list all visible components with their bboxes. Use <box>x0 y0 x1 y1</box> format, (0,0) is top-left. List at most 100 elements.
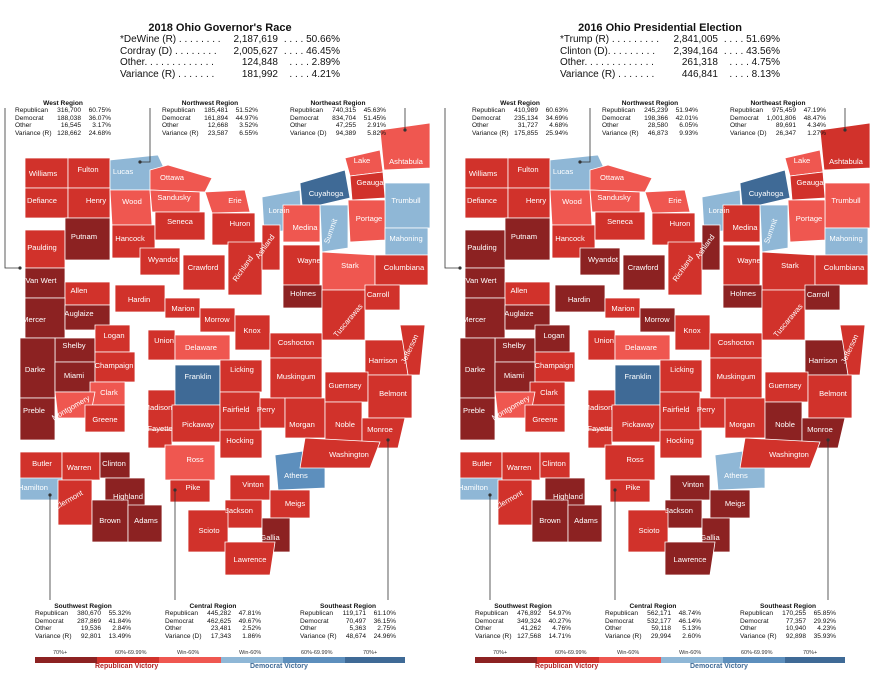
party-name: Democrat <box>35 617 64 625</box>
vote-percent: 2.84% <box>112 625 131 633</box>
party-name: Democrat <box>300 617 329 625</box>
vote-count: 245,239 <box>644 107 668 115</box>
party-name: Variance (R) <box>475 632 512 640</box>
leader-dot <box>578 160 582 164</box>
county-greene <box>524 404 566 433</box>
county-trumbull <box>384 182 431 229</box>
county-label: Williams <box>29 169 57 178</box>
leader-dot <box>403 128 407 132</box>
vote-count: 161,894 <box>204 114 228 122</box>
county-label: Butler <box>32 459 52 468</box>
region-stat-row: Democrat 77,357 29.92% <box>740 618 836 625</box>
region-stat-row: Democrat 188,038 36.07% <box>15 115 111 122</box>
region-stat-row: Variance (R) 128,662 24.68% <box>15 130 111 137</box>
vote-percent: 2.91% <box>367 122 386 130</box>
leader-dot <box>488 493 492 497</box>
county-adams <box>127 504 163 543</box>
county-seneca <box>594 211 646 241</box>
northeast-region-stats: Northeast Region Republican 740,315 45.63% D… <box>290 100 386 137</box>
county-label: Cuyahoga <box>309 189 344 198</box>
county-label: Crawford <box>628 263 659 272</box>
region-stat-row: Democrat 161,894 44.97% <box>162 115 258 122</box>
vote-percent: 60.63% <box>545 107 568 115</box>
region-stat-row: Republican 740,315 45.63% <box>290 107 386 114</box>
party-name: Republican <box>165 610 198 618</box>
county-label: Mercer <box>22 315 46 324</box>
region-title: Southwest Region <box>54 603 112 610</box>
county-label: Madison <box>584 403 613 412</box>
county-label: Pike <box>186 483 201 492</box>
county-label: Noble <box>775 420 795 429</box>
county-label: Wood <box>562 197 582 206</box>
county-preble <box>19 397 56 441</box>
vote-count: 92,801 <box>80 632 101 640</box>
vote-percent: 42.01% <box>675 114 698 122</box>
vote-percent: 46.14% <box>678 617 701 625</box>
vote-count: 23,481 <box>210 625 231 633</box>
legend-democrat-caption: Democrat Victory <box>250 663 308 670</box>
county-ashland <box>701 224 721 271</box>
legend-tick: Win-60% <box>679 650 702 656</box>
vote-percent: 3.52% <box>239 122 258 130</box>
legend-democrat-caption: Democrat Victory <box>690 663 748 670</box>
county-ross <box>164 444 216 481</box>
region-stat-row: Democrat 70,497 36.15% <box>300 618 396 625</box>
legend-swatch <box>599 657 661 663</box>
party-name: Democrat <box>475 617 504 625</box>
county-franklin <box>614 364 661 406</box>
party-name: Democrat <box>165 617 194 625</box>
vote-count: 70,497 <box>345 617 366 625</box>
summary-row: Clinton (D). . . . . . . . . 2,394,164. .… <box>560 45 780 57</box>
region-stat-row: Republican 562,171 48.74% <box>605 610 701 617</box>
party-name: Republican <box>290 107 323 115</box>
county-label: Clark <box>540 388 558 397</box>
county-label: Gallia <box>260 533 280 542</box>
county-jefferson <box>839 324 866 376</box>
region-stat-row: Variance (R) 92,801 13.49% <box>35 633 131 640</box>
summary-row: *Trump (R) . . . . . . . . . 2,841,005. .… <box>560 34 780 45</box>
presidential-2016-panel: 2016 Ohio Presidential Election *Trump (… <box>440 0 880 680</box>
vote-percent: 1.86% <box>242 632 261 640</box>
county-label: Hancock <box>555 234 585 243</box>
county-label: Lucas <box>113 167 133 176</box>
county-label: Miami <box>504 371 525 380</box>
region-stat-row: Republican 476,892 54.97% <box>475 610 571 617</box>
northwest-region-stats: Northwest Region Republican 185,481 51.52% D… <box>162 100 258 137</box>
county-label: Putnam <box>511 232 537 241</box>
legend-swatch <box>159 657 221 663</box>
county-licking <box>659 359 703 393</box>
county-crawford <box>622 254 666 291</box>
region-stat-row: Republican 170,255 65.85% <box>740 610 836 617</box>
vote-count: 17,343 <box>210 632 231 640</box>
county-label: Henry <box>526 196 546 205</box>
legend-swatch <box>283 657 345 663</box>
county-label: Hardin <box>568 295 590 304</box>
county-carroll <box>364 284 401 311</box>
vote-count: 445,282 <box>207 610 231 618</box>
vote-percent: 36.15% <box>373 617 396 625</box>
county-label: Warren <box>67 463 92 472</box>
party-name: Other <box>15 122 32 130</box>
county-belmont <box>807 374 853 419</box>
county-label: Marion <box>171 304 194 313</box>
vote-percent: 47.81% <box>238 610 261 618</box>
county-greene <box>84 404 126 433</box>
county-label: Belmont <box>379 389 408 398</box>
vote-count: 26,347 <box>775 129 796 137</box>
county-label: Fayette <box>147 424 172 433</box>
southeast-region-stats: Southeast Region Republican 119,171 61.10% D… <box>300 603 396 640</box>
party-name: Democrat <box>15 114 44 122</box>
county-label: Mahoning <box>389 234 422 243</box>
county-label: Shelby <box>62 341 85 350</box>
region-stat-row: Republican 316,700 60.75% <box>15 107 111 114</box>
legend-swatch <box>785 657 845 663</box>
vote-percent: 25.94% <box>545 129 568 137</box>
party-name: Other <box>290 122 307 130</box>
ohio-county-map: Williams Fulton Lucas Ottawa Defiance Henry Wo… <box>444 108 871 600</box>
vote-count: 410,989 <box>514 107 538 115</box>
county-label: Carroll <box>367 290 390 299</box>
party-name: Democrat <box>605 617 634 625</box>
party-name: Republican <box>472 107 505 115</box>
vote-count: 46,873 <box>647 129 668 137</box>
county-label: Monroe <box>807 425 833 434</box>
